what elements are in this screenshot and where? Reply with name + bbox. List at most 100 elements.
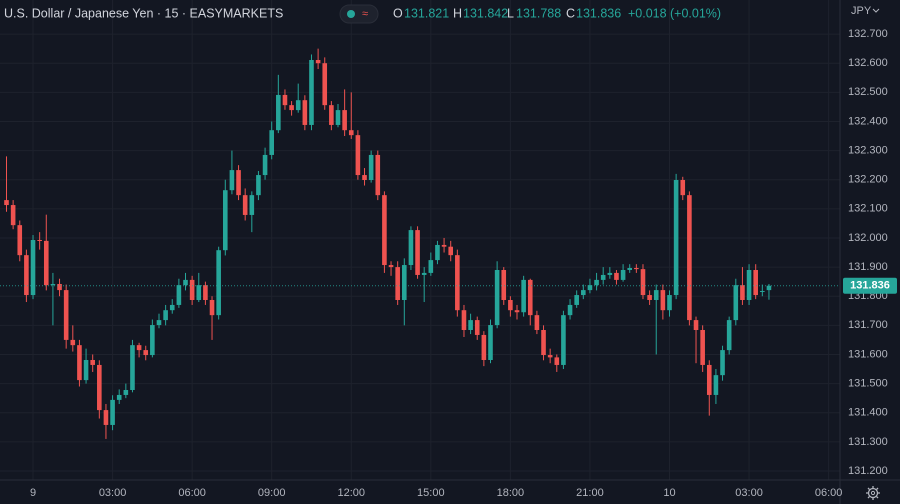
candle-body xyxy=(110,399,115,425)
candle-body xyxy=(302,100,308,125)
candle-body xyxy=(660,290,666,311)
candle-body xyxy=(4,200,9,206)
candle-body xyxy=(634,267,639,270)
candle-body xyxy=(309,60,314,125)
candle-body xyxy=(508,300,513,311)
candle-body xyxy=(176,285,182,305)
y-tick-label: 131.500 xyxy=(848,377,888,389)
candle-body xyxy=(600,274,606,280)
candle-body xyxy=(488,325,493,360)
candle-body xyxy=(342,110,347,131)
candle-body xyxy=(667,295,672,311)
candle-body xyxy=(627,267,633,270)
candle-body xyxy=(421,272,427,275)
x-tick-label: 18:00 xyxy=(497,487,525,499)
y-tick-label: 131.200 xyxy=(848,465,888,477)
candle-body xyxy=(693,320,699,330)
candle-body xyxy=(706,364,712,395)
y-tick-label: 132.400 xyxy=(848,115,888,127)
candle-body xyxy=(494,270,500,326)
x-tick-label: 9 xyxy=(30,487,36,499)
candle-body xyxy=(415,230,420,275)
candle-body xyxy=(713,375,719,395)
candle-body xyxy=(514,310,520,313)
candles xyxy=(0,48,840,439)
candle-body xyxy=(37,240,42,241)
y-tick-label: 132.100 xyxy=(848,203,888,215)
currency-chevron[interactable] xyxy=(872,8,880,13)
candle-body xyxy=(289,105,294,111)
candle-body xyxy=(753,270,758,296)
candle-body xyxy=(63,290,69,340)
y-tick-label: 131.900 xyxy=(848,261,888,273)
candle-body xyxy=(547,355,553,358)
status-pill[interactable] xyxy=(339,4,379,24)
candle-body xyxy=(136,345,142,351)
y-tick-label: 132.700 xyxy=(848,28,888,40)
candle-body xyxy=(355,135,361,176)
candle-body xyxy=(395,267,400,300)
candle-body xyxy=(10,205,16,226)
y-tick-label: 132.000 xyxy=(848,232,888,244)
candle-body xyxy=(766,285,772,291)
candle-body xyxy=(441,244,447,247)
candle-body xyxy=(474,320,480,335)
candle-body xyxy=(382,195,387,266)
candle-body xyxy=(262,154,268,176)
candle-body xyxy=(196,285,202,300)
candle-body xyxy=(348,130,354,136)
currency-label[interactable]: JPY xyxy=(851,5,872,17)
candle-body xyxy=(461,310,467,330)
candle-body xyxy=(90,360,95,365)
candle-body xyxy=(322,63,328,106)
axis-labels: 131.200 131.300 131.400 131.500 131.600 131.7… xyxy=(30,28,897,499)
candle-body xyxy=(43,240,49,286)
candle-body xyxy=(541,330,546,356)
candle-body xyxy=(17,225,23,256)
y-tick-label: 132.200 xyxy=(848,174,888,186)
candle-body xyxy=(700,330,705,365)
candle-body xyxy=(222,190,228,251)
candle-body xyxy=(295,100,301,111)
settings-icon[interactable] xyxy=(866,486,880,500)
candle-body xyxy=(116,394,122,400)
candle-body xyxy=(50,283,56,286)
x-tick-label: 12:00 xyxy=(337,487,365,499)
x-tick-label: 06:00 xyxy=(178,487,206,499)
last-price-badge xyxy=(843,277,897,294)
candle-body xyxy=(468,320,473,330)
candle-body xyxy=(521,279,526,313)
x-tick-label: 09:00 xyxy=(258,487,286,499)
candle-body xyxy=(143,350,149,356)
candle-body xyxy=(620,270,626,280)
candle-body xyxy=(256,175,261,196)
y-tick-label: 132.600 xyxy=(848,57,888,69)
candle-body xyxy=(640,269,646,296)
low-value: 131.788 xyxy=(516,6,561,20)
grid xyxy=(0,0,840,480)
candle-body xyxy=(455,255,460,311)
y-tick-label: 131.300 xyxy=(848,436,888,448)
candle-body xyxy=(746,270,752,300)
high-value: 131.842 xyxy=(463,6,508,20)
candle-body xyxy=(481,334,487,360)
candle-body xyxy=(282,94,288,106)
low-label: L xyxy=(507,6,514,20)
y-tick-label: 132.500 xyxy=(848,86,888,98)
candle-body xyxy=(534,315,540,330)
candle-body xyxy=(720,350,725,376)
candle-body xyxy=(216,250,221,316)
candle-body xyxy=(760,290,765,292)
x-tick-label: 21:00 xyxy=(576,487,604,499)
candle-body xyxy=(123,390,129,395)
candle-body xyxy=(375,154,381,196)
x-tick-label: 03:00 xyxy=(735,487,763,499)
x-tick-label: 15:00 xyxy=(417,487,445,499)
candle-body xyxy=(169,304,175,311)
open-value: 131.821 xyxy=(404,6,449,20)
candle-body xyxy=(24,255,29,296)
candle-body xyxy=(249,195,255,215)
candle-body xyxy=(242,195,248,215)
candle-body xyxy=(561,315,566,365)
candle-body xyxy=(30,240,36,296)
